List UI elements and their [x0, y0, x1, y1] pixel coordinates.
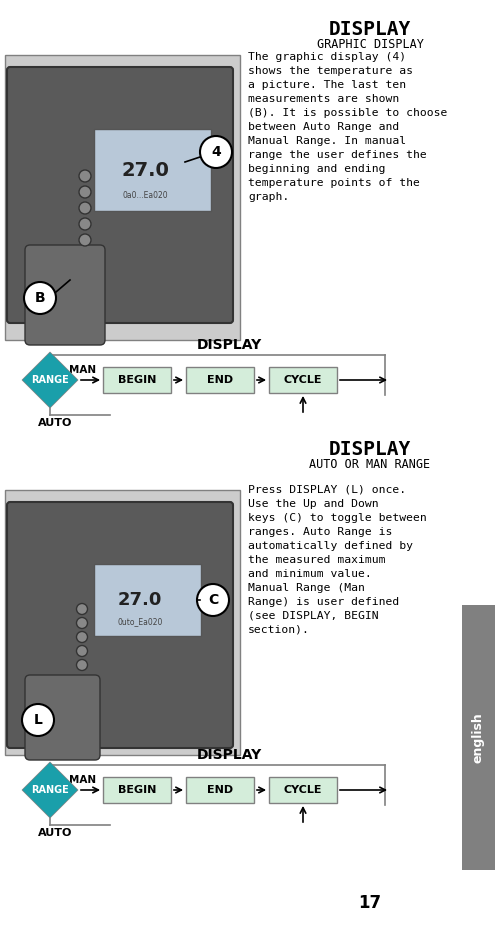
Text: CYCLE: CYCLE	[284, 375, 322, 385]
Text: 0a0...Ea020: 0a0...Ea020	[122, 191, 168, 200]
Text: L: L	[34, 713, 43, 727]
Text: RANGE: RANGE	[31, 785, 69, 795]
Text: END: END	[207, 785, 233, 795]
FancyBboxPatch shape	[5, 490, 240, 755]
FancyBboxPatch shape	[186, 777, 254, 803]
Text: CYCLE: CYCLE	[284, 785, 322, 795]
FancyBboxPatch shape	[462, 605, 495, 870]
Text: C: C	[208, 593, 218, 607]
Circle shape	[77, 659, 88, 671]
FancyBboxPatch shape	[25, 245, 105, 345]
Text: DISPLAY: DISPLAY	[329, 20, 411, 39]
Text: 4: 4	[211, 145, 221, 159]
Text: AUTO: AUTO	[38, 418, 72, 428]
Circle shape	[77, 604, 88, 615]
Text: english: english	[472, 712, 485, 764]
Circle shape	[77, 631, 88, 643]
Text: 0uto_Ea020: 0uto_Ea020	[117, 618, 163, 627]
FancyBboxPatch shape	[186, 367, 254, 393]
Text: DISPLAY: DISPLAY	[197, 748, 262, 762]
Circle shape	[79, 202, 91, 214]
Text: GRAPHIC DISPLAY: GRAPHIC DISPLAY	[317, 38, 423, 51]
Text: RANGE: RANGE	[31, 375, 69, 385]
Circle shape	[79, 186, 91, 198]
FancyBboxPatch shape	[103, 367, 171, 393]
Polygon shape	[22, 352, 78, 408]
Circle shape	[79, 218, 91, 230]
FancyBboxPatch shape	[103, 777, 171, 803]
FancyBboxPatch shape	[7, 67, 233, 323]
FancyBboxPatch shape	[5, 55, 240, 340]
Text: Press DISPLAY (L) once.
Use the Up and Down
keys (C) to toggle between
ranges. A: Press DISPLAY (L) once. Use the Up and D…	[248, 485, 427, 635]
FancyBboxPatch shape	[25, 675, 100, 760]
FancyBboxPatch shape	[269, 777, 337, 803]
Circle shape	[79, 234, 91, 246]
Circle shape	[24, 282, 56, 314]
Circle shape	[200, 136, 232, 168]
Text: B: B	[35, 291, 46, 305]
Polygon shape	[22, 762, 78, 818]
Text: AUTO OR MAN RANGE: AUTO OR MAN RANGE	[309, 458, 431, 471]
Text: MAN: MAN	[69, 365, 97, 375]
Text: BEGIN: BEGIN	[118, 375, 156, 385]
Circle shape	[22, 704, 54, 736]
Text: DISPLAY: DISPLAY	[329, 440, 411, 459]
Text: The graphic display (4)
shows the temperature as
a picture. The last ten
measure: The graphic display (4) shows the temper…	[248, 52, 447, 202]
Text: DISPLAY: DISPLAY	[197, 338, 262, 352]
Circle shape	[77, 645, 88, 657]
FancyBboxPatch shape	[94, 129, 211, 211]
Text: 27.0: 27.0	[118, 591, 162, 609]
Circle shape	[79, 170, 91, 182]
Text: 17: 17	[358, 894, 382, 912]
Text: END: END	[207, 375, 233, 385]
FancyBboxPatch shape	[7, 502, 233, 748]
Text: MAN: MAN	[69, 775, 97, 785]
Text: AUTO: AUTO	[38, 828, 72, 838]
FancyBboxPatch shape	[269, 367, 337, 393]
Text: 27.0: 27.0	[121, 161, 169, 179]
Text: BEGIN: BEGIN	[118, 785, 156, 795]
Circle shape	[77, 618, 88, 629]
FancyBboxPatch shape	[94, 564, 201, 636]
Circle shape	[197, 584, 229, 616]
